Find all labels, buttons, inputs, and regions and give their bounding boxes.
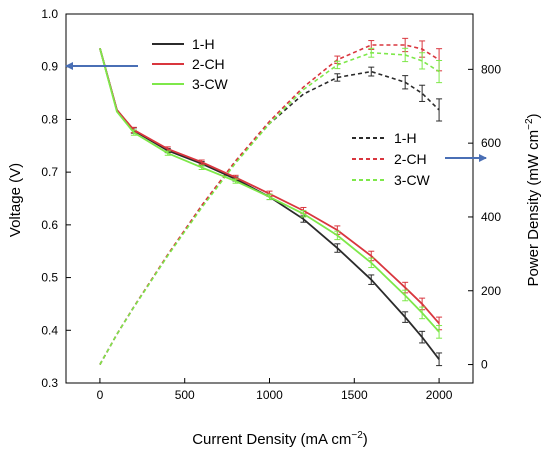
power-series-1-h (99, 66, 443, 365)
y-left-tick-label: 0.3 (41, 376, 58, 390)
x-tick-label: 0 (97, 388, 104, 402)
y-left-tick-label: 0.6 (41, 218, 58, 232)
legend-label: 1-H (394, 130, 417, 146)
y-right-tick-label: 800 (481, 62, 501, 76)
y-left-tick-label: 0.9 (41, 60, 58, 74)
power-line (99, 44, 440, 365)
x-tick-label: 1000 (256, 388, 283, 402)
voltage-legend: 1-H 2-CH 3-CW (152, 36, 229, 92)
legend-label: 1-H (192, 36, 215, 52)
x-tick-label: 500 (175, 388, 195, 402)
y-left-tick-label: 1.0 (41, 7, 58, 21)
y-right-axis-title: Power Density (mW cm−2) (524, 113, 542, 286)
y-left-axis-title: Voltage (V) (7, 163, 24, 237)
voltage-series-2-ch (99, 48, 443, 331)
axes: 0 500 1000 1500 20000.30.40.50.60.70.80.91.0… (41, 7, 501, 402)
voltage-line (99, 48, 440, 333)
y-right-tick-label: 600 (481, 136, 501, 150)
legends: 1-H 2-CH 3-CW 1-H 2-CH 3-CW (152, 36, 431, 188)
y-right-tick-label: 400 (481, 210, 501, 224)
power-legend: 1-H 2-CH 3-CW (352, 130, 431, 188)
annotations (65, 62, 487, 162)
voltage-series-3-cw (99, 48, 443, 339)
power-series-2-ch (99, 37, 443, 365)
x-tick-label: 2000 (426, 388, 453, 402)
power-series-3-cw (99, 47, 443, 365)
y-right-tick-label: 0 (481, 358, 488, 372)
power-line (99, 70, 440, 365)
y-left-tick-label: 0.5 (41, 271, 58, 285)
voltage-series-1-h (99, 48, 443, 367)
legend-label: 2-CH (394, 151, 427, 167)
legend-label: 3-CW (192, 76, 229, 92)
x-axis-title: Current Density (mA cm−2) (192, 430, 368, 448)
y-left-tick-label: 0.7 (41, 165, 58, 179)
y-left-tick-label: 0.8 (41, 112, 58, 126)
legend-label: 2-CH (192, 56, 225, 72)
y-left-tick-label: 0.4 (41, 323, 58, 337)
y-right-tick-label: 200 (481, 284, 501, 298)
x-tick-label: 1500 (341, 388, 368, 402)
power-line (99, 51, 440, 365)
legend-label: 3-CW (394, 172, 431, 188)
voltage-line (99, 48, 440, 325)
data-series (99, 37, 443, 367)
voltage-line (99, 48, 440, 360)
